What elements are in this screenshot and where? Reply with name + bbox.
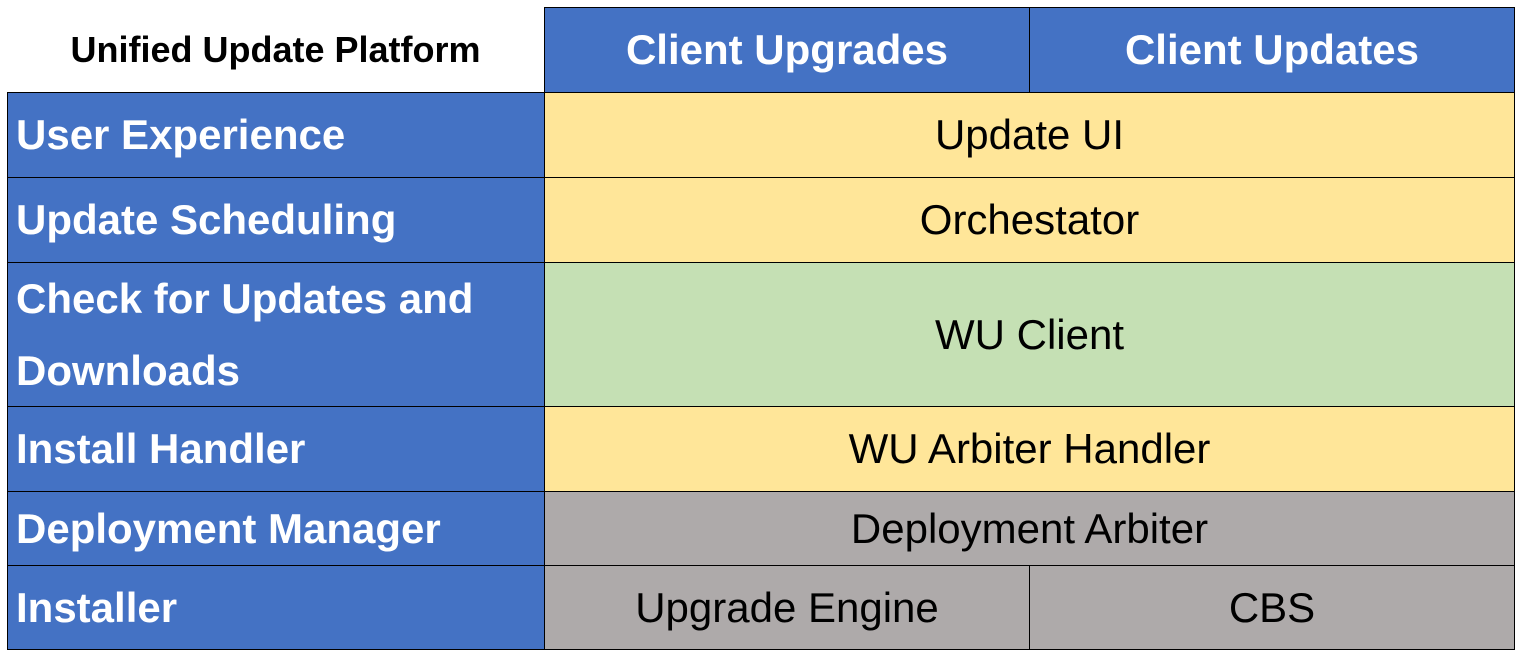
cell-upgrade-engine: Upgrade Engine [544,565,1030,650]
row-label-check-for-updates: Check for Updates and Downloads [7,262,545,407]
cell-cbs: CBS [1029,565,1515,650]
row-label-install-handler: Install Handler [7,406,545,492]
row-label-update-scheduling: Update Scheduling [7,177,545,263]
diagram-title: Unified Update Platform [70,28,481,70]
cell-update-ui: Update UI [544,92,1515,178]
row-label-deployment-manager: Deployment Manager [7,491,545,566]
cell-wu-arbiter-handler: WU Arbiter Handler [544,406,1515,492]
cell-deployment-arbiter: Deployment Arbiter [544,491,1515,566]
cell-wu-client: WU Client [544,262,1515,407]
row-label-installer: Installer [7,565,545,650]
column-header-client-updates: Client Updates [1029,7,1515,93]
column-header-client-upgrades: Client Upgrades [544,7,1030,93]
cell-orchestrator: Orchestator [544,177,1515,263]
row-label-user-experience: User Experience [7,92,545,178]
